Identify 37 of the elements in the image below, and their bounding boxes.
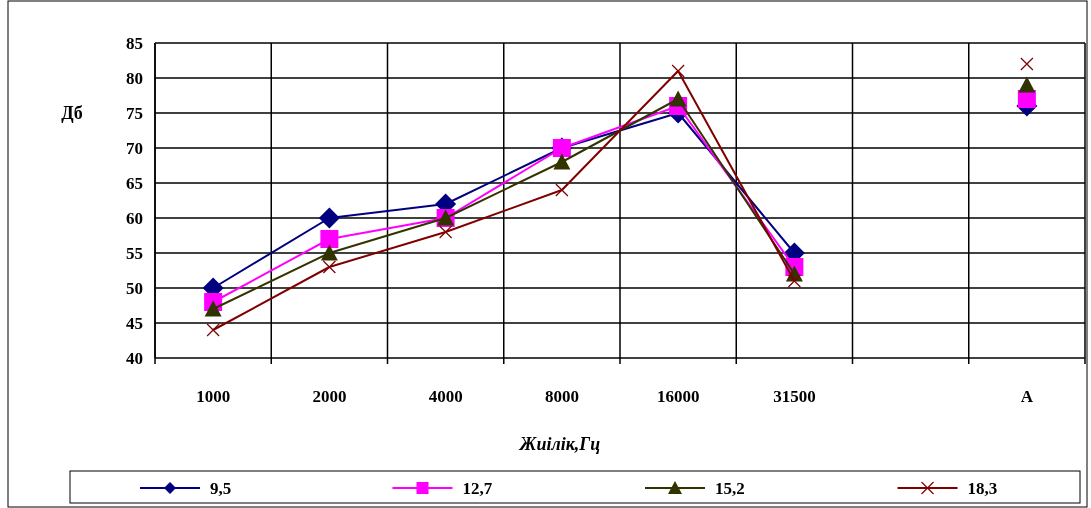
x-tick-label: 4000 xyxy=(428,387,463,406)
x-tick-label: A xyxy=(1020,387,1034,406)
y-axis-title: Дб xyxy=(61,103,83,124)
point xyxy=(555,183,569,197)
point xyxy=(322,260,336,274)
x-axis-title: Жиілік,Гц xyxy=(517,434,601,454)
x-tick-label: 1000 xyxy=(196,387,231,406)
point xyxy=(1018,76,1036,93)
y-tick-label: 60 xyxy=(126,208,143,228)
x-tick-label: 8000 xyxy=(544,387,579,406)
x-tick-label: 16000 xyxy=(656,387,700,406)
point xyxy=(1020,57,1034,71)
point xyxy=(439,225,453,239)
point xyxy=(204,300,222,317)
y-tick-label: 65 xyxy=(126,173,143,193)
y-tick-label: 45 xyxy=(126,313,143,333)
legend-label: 9,5 xyxy=(210,478,232,498)
y-tick-label: 55 xyxy=(126,243,143,263)
point xyxy=(553,153,571,170)
y-tick-label: 50 xyxy=(126,278,143,298)
x-tick-label: 31500 xyxy=(773,387,816,406)
legend-label: 18,3 xyxy=(967,478,998,498)
point xyxy=(787,274,801,288)
y-tick-label: 85 xyxy=(126,33,143,53)
y-tick-label: 40 xyxy=(126,348,143,368)
point xyxy=(206,323,220,337)
y-tick-label: 75 xyxy=(126,103,143,123)
point xyxy=(318,207,340,229)
x-tick-label: 2000 xyxy=(312,387,347,406)
legend-label: 15,2 xyxy=(715,478,745,498)
point xyxy=(320,244,338,261)
y-tick-label: 80 xyxy=(126,68,143,88)
point xyxy=(669,90,687,107)
point xyxy=(320,230,339,248)
y-tick-label: 70 xyxy=(126,138,143,158)
legend-label: 12,7 xyxy=(462,478,493,498)
point xyxy=(671,64,685,78)
